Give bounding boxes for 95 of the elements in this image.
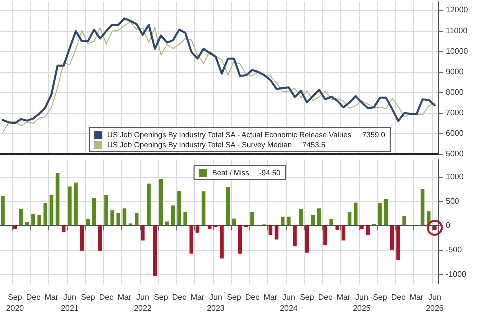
bar bbox=[274, 226, 279, 240]
y-tick-label: 1000 bbox=[446, 172, 464, 182]
bar bbox=[202, 192, 206, 226]
bar bbox=[147, 184, 151, 226]
x-tick-label: Dec bbox=[318, 293, 333, 302]
bar bbox=[208, 226, 212, 230]
y-tick-label: 6000 bbox=[446, 128, 464, 138]
bar bbox=[141, 226, 145, 241]
y-tick-label: 0 bbox=[446, 221, 451, 230]
x-tick-label: Sep bbox=[81, 293, 96, 302]
bar bbox=[342, 226, 346, 241]
bar bbox=[38, 215, 42, 226]
bar bbox=[13, 226, 18, 230]
bar bbox=[62, 226, 66, 232]
bar bbox=[366, 226, 370, 236]
bar bbox=[190, 226, 194, 254]
y-tick-label: 10000 bbox=[446, 46, 469, 56]
x-tick-label: Sep 2020 bbox=[6, 293, 25, 313]
x-tick-label: Dec bbox=[172, 293, 187, 302]
x-tick-label: Mar bbox=[44, 293, 59, 302]
bar bbox=[25, 222, 30, 226]
x-tick-label: Jun 2022 bbox=[134, 293, 152, 313]
y-tick-label: 11000 bbox=[446, 26, 468, 36]
x-tick-label: Dec bbox=[245, 293, 260, 302]
bar bbox=[226, 187, 230, 226]
bar bbox=[184, 212, 188, 226]
bar bbox=[390, 226, 394, 250]
x-tick-label: Mar bbox=[190, 293, 205, 302]
y-tick-label: 9000 bbox=[446, 67, 464, 76]
x-tick-label: Sep bbox=[227, 293, 242, 302]
x-tick-label: Mar bbox=[410, 293, 424, 302]
y-tick-label: -500 bbox=[446, 245, 463, 254]
bar bbox=[378, 203, 382, 226]
bar bbox=[287, 216, 291, 226]
bar bbox=[250, 212, 254, 226]
bar bbox=[420, 189, 425, 226]
bar bbox=[384, 199, 388, 226]
bar bbox=[354, 202, 358, 226]
bar bbox=[104, 195, 108, 226]
bar bbox=[122, 208, 127, 226]
x-tick-label: Jun 2025 bbox=[353, 293, 372, 313]
bar bbox=[159, 178, 164, 226]
x-tick-label: Dec bbox=[26, 293, 41, 302]
bar bbox=[171, 206, 176, 226]
bar bbox=[44, 203, 48, 226]
bar bbox=[32, 214, 36, 226]
bar bbox=[98, 226, 102, 251]
bar bbox=[80, 226, 84, 251]
y-tick-label: 7000 bbox=[446, 108, 464, 118]
bar bbox=[402, 216, 406, 226]
bar bbox=[220, 226, 224, 259]
bar bbox=[196, 226, 200, 233]
bar bbox=[268, 226, 273, 236]
y-tick-label: 5000 bbox=[446, 150, 464, 158]
x-tick-label: Mar bbox=[118, 293, 132, 302]
x-tick-label: Jun 2023 bbox=[207, 293, 226, 313]
bar bbox=[330, 219, 334, 226]
x-tick-label: Sep bbox=[300, 293, 315, 302]
bar bbox=[56, 173, 60, 226]
y-tick-label: 500 bbox=[446, 196, 460, 206]
bar bbox=[116, 213, 121, 226]
bar bbox=[19, 209, 24, 226]
x-tick-label: Dec bbox=[391, 293, 406, 302]
bar bbox=[317, 208, 322, 226]
x-tick-label: Dec bbox=[99, 293, 114, 302]
x-tick-label: Sep bbox=[154, 293, 169, 302]
bar bbox=[68, 186, 72, 226]
bar bbox=[1, 196, 5, 226]
y-tick-label: -1000 bbox=[446, 270, 468, 279]
x-tick-label: Sep bbox=[373, 293, 388, 302]
bar bbox=[153, 226, 158, 276]
bar bbox=[92, 198, 96, 226]
bar bbox=[299, 209, 304, 226]
bar bbox=[110, 210, 114, 226]
bar bbox=[178, 191, 182, 226]
x-tick-label: Mar bbox=[336, 293, 351, 302]
bar bbox=[238, 226, 242, 254]
bar bbox=[396, 226, 400, 260]
bar bbox=[74, 182, 78, 226]
bar bbox=[305, 226, 310, 253]
bar bbox=[293, 226, 297, 247]
bar bbox=[336, 226, 340, 230]
bar bbox=[348, 212, 352, 226]
bar bbox=[50, 195, 54, 226]
y-tick-label: 8000 bbox=[446, 88, 464, 97]
x-tick-label: Jun 2024 bbox=[280, 293, 298, 313]
bar bbox=[280, 216, 285, 226]
y-tick-label: 12000 bbox=[446, 6, 469, 15]
x-tick-label: Mar bbox=[264, 293, 278, 302]
x-tick-label: Jun 2026 bbox=[426, 293, 444, 313]
bar bbox=[360, 226, 364, 230]
bar bbox=[324, 226, 328, 246]
bar bbox=[134, 213, 139, 226]
bar bbox=[311, 214, 316, 226]
x-tick-label: Jun 2021 bbox=[61, 293, 80, 313]
